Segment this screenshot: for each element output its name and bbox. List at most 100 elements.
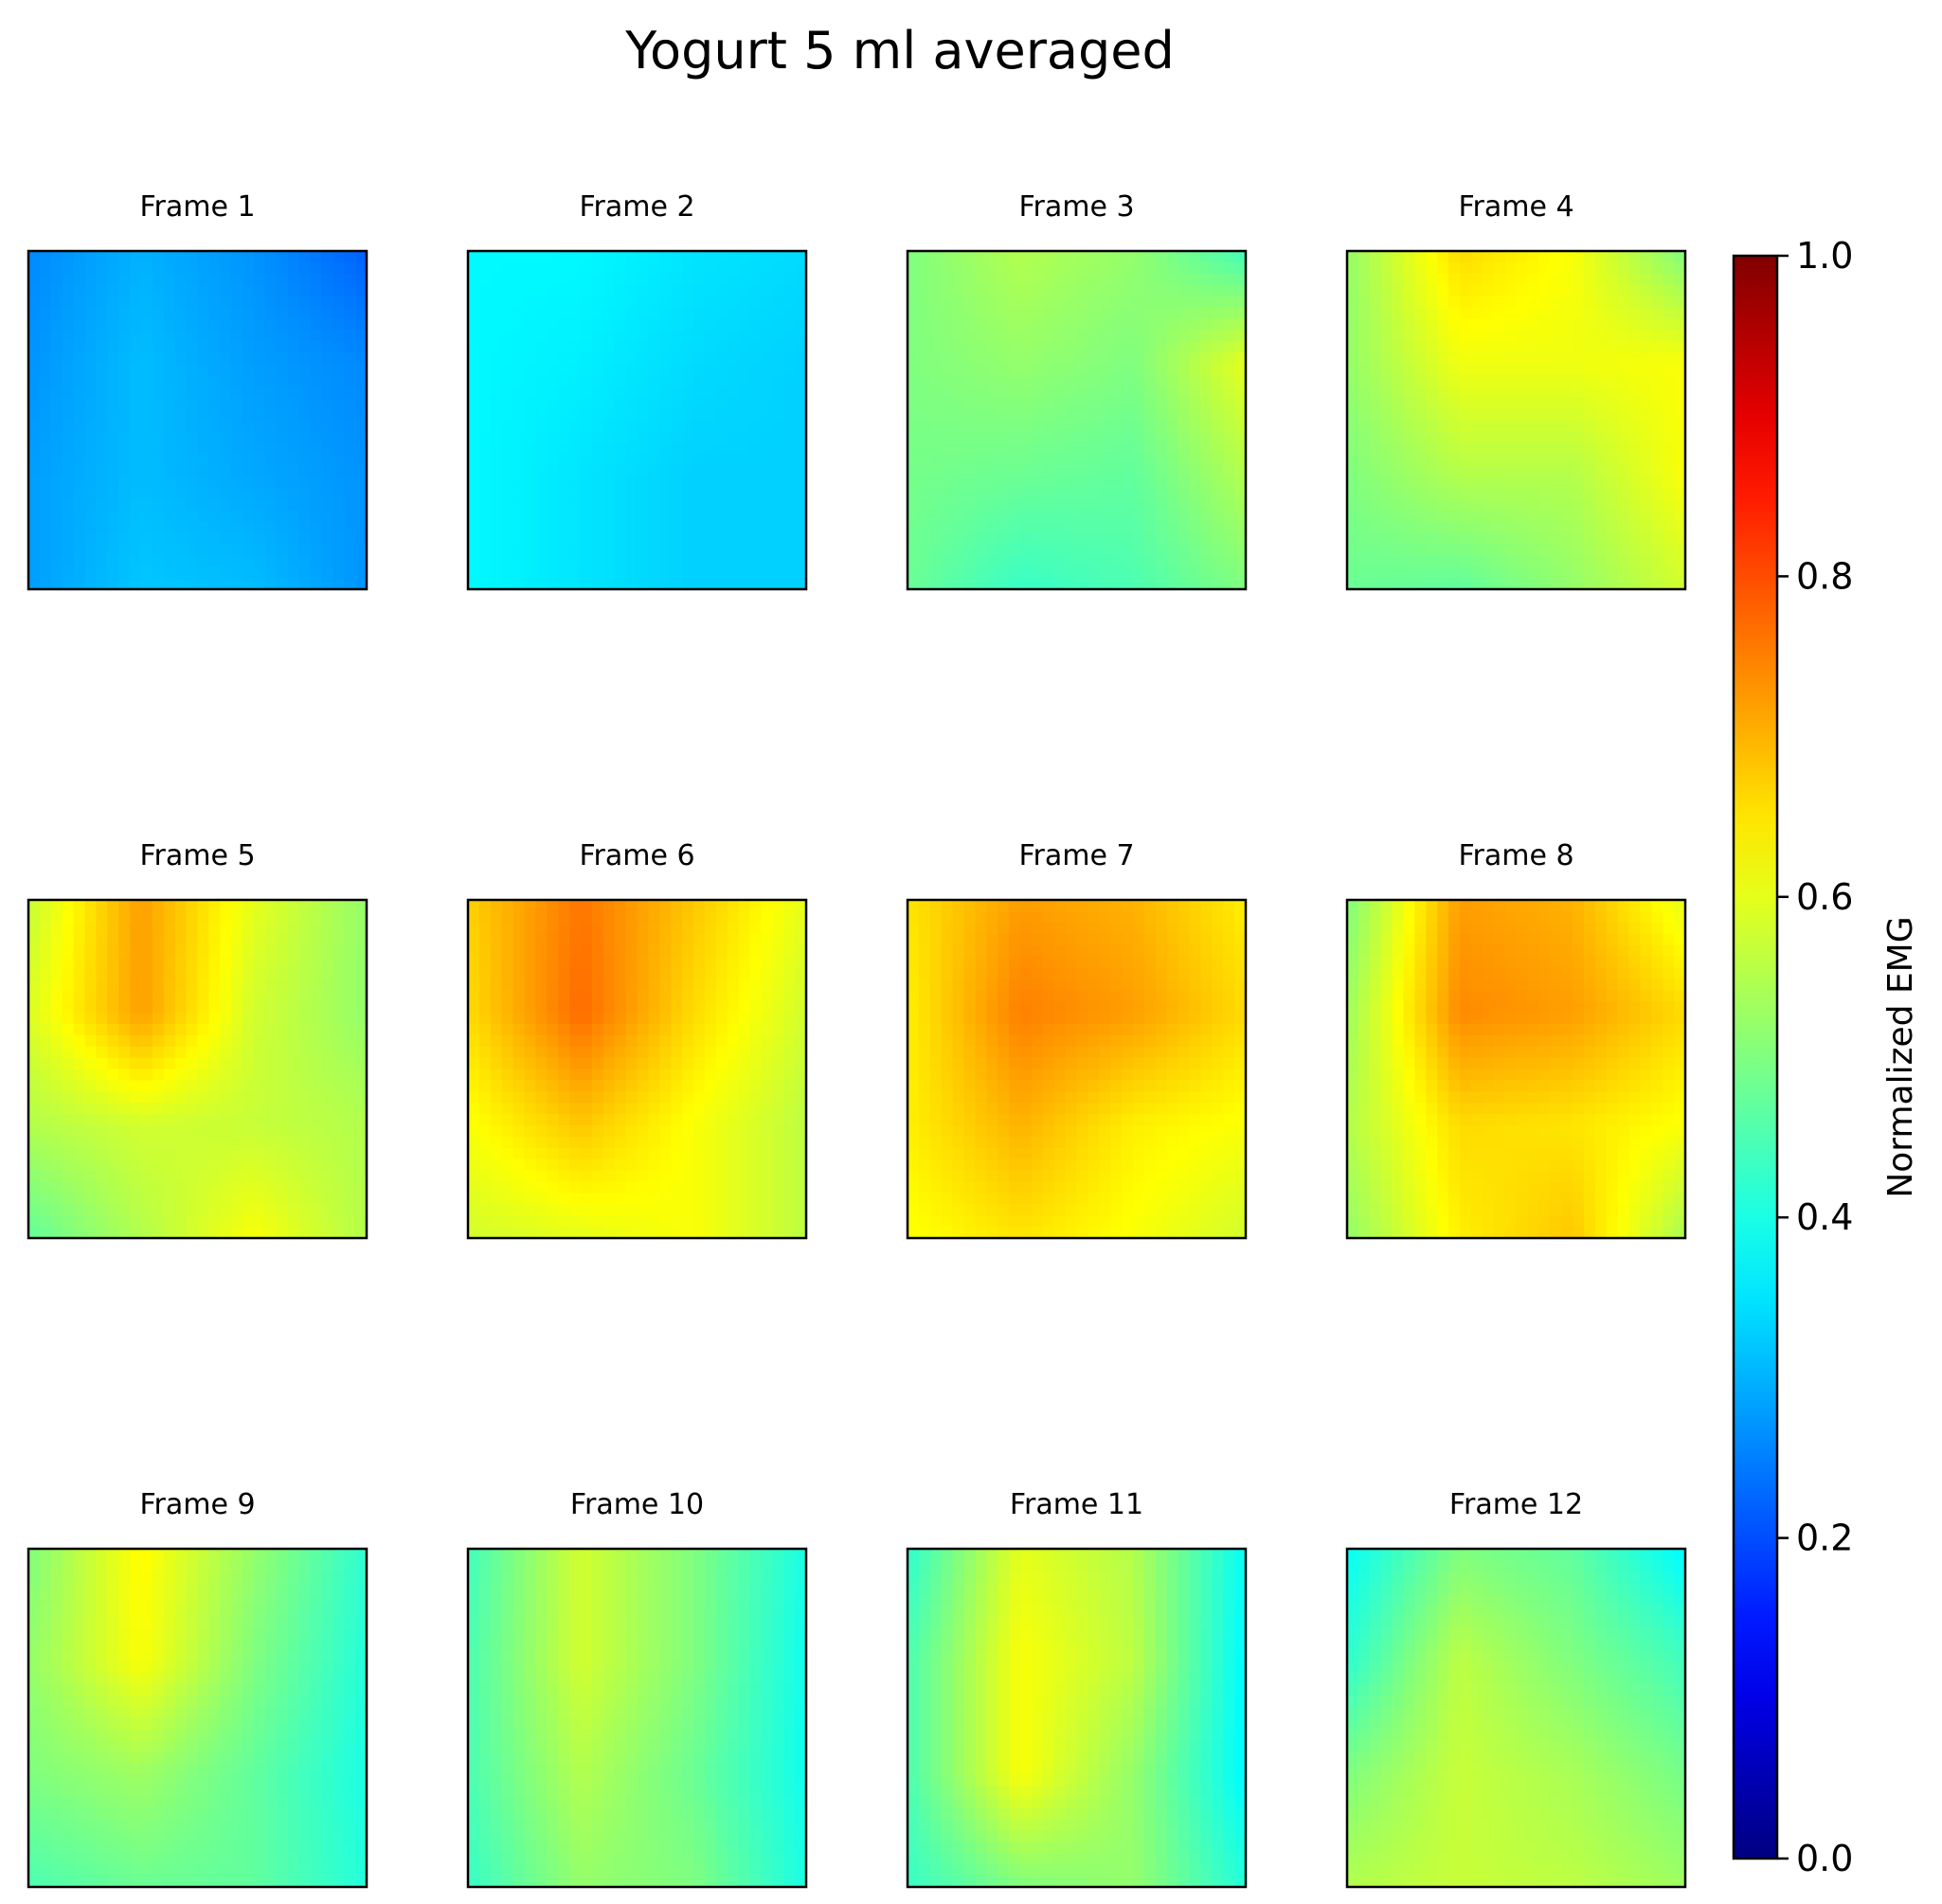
heatmap-cell [908, 420, 920, 432]
heatmap-cell [243, 1170, 255, 1183]
heatmap-cell [152, 1125, 165, 1138]
heatmap-cell [220, 1057, 232, 1070]
heatmap-cell [287, 397, 300, 410]
heatmap-cell [501, 1034, 514, 1048]
heatmap-cell [614, 578, 627, 590]
heatmap-cell [704, 990, 717, 1002]
heatmap-cell [738, 442, 751, 455]
heatmap-cell [704, 364, 717, 376]
heatmap-cell [1594, 408, 1608, 422]
heatmap-cell [478, 900, 492, 912]
heatmap-cell [333, 1023, 345, 1036]
heatmap-cell [682, 510, 694, 523]
heatmap-cell [1414, 555, 1427, 567]
heatmap-cell [264, 933, 278, 946]
heatmap-cell [50, 487, 63, 500]
heatmap-cell [333, 1001, 345, 1014]
heatmap-cell [468, 408, 480, 422]
heatmap-cell [107, 273, 119, 286]
heatmap-cell [1594, 296, 1608, 309]
heatmap-cell [231, 1057, 243, 1070]
heatmap-cell [1380, 374, 1394, 387]
heatmap-cell [321, 944, 333, 958]
heatmap-cell [602, 555, 616, 567]
heatmap-cell [1628, 442, 1641, 455]
heatmap-cell [715, 566, 728, 579]
heatmap-cell [298, 284, 312, 297]
heatmap-cell [1460, 374, 1472, 387]
heatmap-cell [490, 933, 503, 946]
heatmap-cell [130, 521, 142, 534]
heatmap-cell [276, 1057, 289, 1070]
heatmap-cell [50, 1136, 63, 1149]
heatmap-cell [738, 284, 751, 297]
heatmap-cell [1628, 251, 1641, 263]
heatmap-cell [96, 307, 108, 319]
heatmap-cell [1561, 273, 1573, 286]
frame-title: Frame 3 [1018, 190, 1134, 224]
heatmap-cell [84, 510, 97, 523]
heatmap-cell [333, 465, 345, 477]
heatmap-cell [174, 397, 188, 410]
heatmap-cell [1628, 431, 1641, 443]
heatmap-cell [333, 578, 345, 590]
heatmap-cell [693, 318, 706, 331]
heatmap-cell [749, 420, 762, 432]
heatmap-cell [1426, 330, 1438, 342]
heatmap-cell [163, 420, 176, 432]
heatmap-cell [772, 465, 784, 477]
heatmap-cell [772, 408, 784, 422]
heatmap-cell [783, 1034, 796, 1048]
heatmap-cell [704, 566, 717, 579]
heatmap-cell [501, 555, 514, 567]
heatmap-cell [1155, 408, 1168, 422]
heatmap-cell [186, 532, 199, 545]
heatmap-cell [659, 374, 672, 387]
heatmap-cell [1640, 510, 1652, 523]
heatmap-cell [1573, 296, 1585, 309]
heatmap-cell [50, 521, 63, 534]
heatmap-cell [727, 386, 740, 399]
heatmap-cell [1155, 521, 1168, 534]
heatmap-cell [174, 1034, 188, 1048]
heatmap-cell [625, 521, 638, 534]
heatmap-cell [1133, 498, 1145, 512]
heatmap-cell [1414, 284, 1427, 297]
heatmap-cell [73, 431, 86, 443]
heatmap-cell [1470, 261, 1483, 275]
heatmap-cell [208, 431, 221, 443]
heatmap-cell [276, 1170, 289, 1183]
heatmap-cell [1550, 498, 1562, 512]
heatmap-cell [1166, 487, 1179, 500]
heatmap-cell [118, 922, 131, 935]
heatmap-cell [163, 498, 176, 512]
heatmap-cell [1009, 510, 1021, 523]
heatmap-cell [1516, 307, 1528, 319]
heatmap-cell [1583, 352, 1596, 365]
heatmap-cell [96, 944, 108, 958]
heatmap-cell [1358, 352, 1371, 365]
heatmap-cell [344, 1181, 356, 1194]
heatmap-cell [321, 1193, 333, 1205]
heatmap-cell [795, 555, 807, 567]
heatmap-cell [298, 1001, 312, 1014]
heatmap-cell [141, 990, 153, 1002]
heatmap-cell [795, 364, 807, 376]
heatmap-cell [254, 1204, 266, 1216]
heatmap-cell [1606, 510, 1619, 523]
heatmap-cell [1504, 284, 1518, 297]
heatmap-cell [1437, 532, 1449, 545]
heatmap-cell [468, 544, 480, 556]
heatmap-cell [276, 1114, 289, 1126]
heatmap-cell [1212, 251, 1224, 263]
heatmap-cell [276, 487, 289, 500]
heatmap-cell [1031, 330, 1044, 342]
heatmap-cell [602, 341, 616, 353]
heatmap-cell [1122, 284, 1134, 297]
heatmap-cell [73, 1023, 86, 1036]
heatmap-cell [130, 555, 142, 567]
heatmap-cell [1663, 578, 1675, 590]
heatmap-cell [107, 261, 119, 275]
heatmap-cell [512, 487, 526, 500]
heatmap-cell [28, 979, 41, 991]
